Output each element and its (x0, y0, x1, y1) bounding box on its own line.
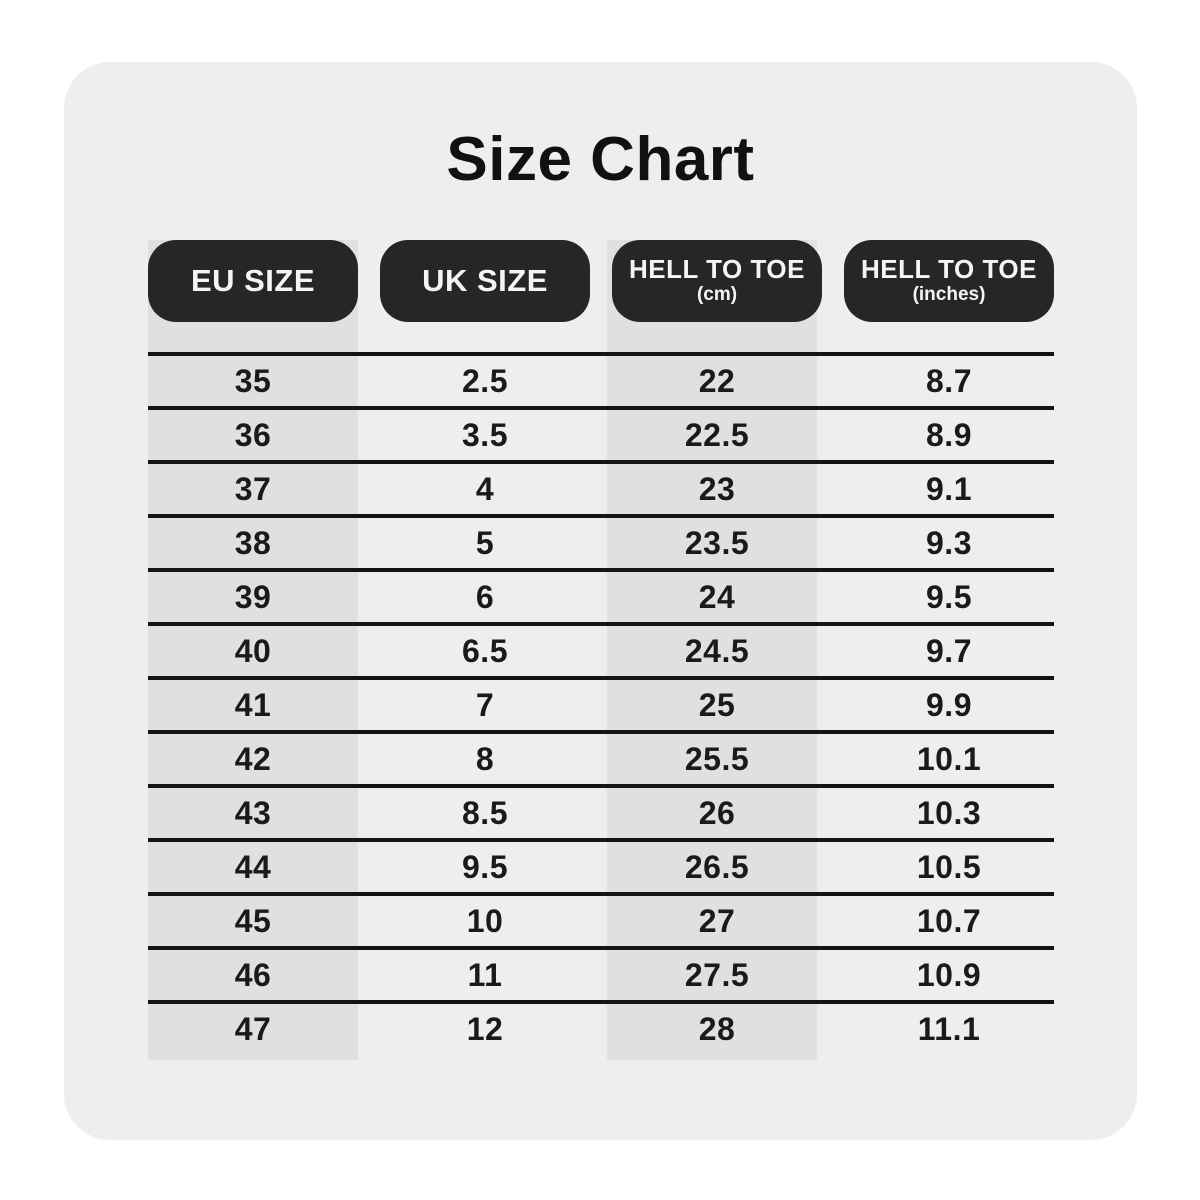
table-cell: 27 (698, 903, 736, 939)
table-cell: 40 (234, 633, 272, 669)
table-cell: 26 (698, 795, 736, 831)
page-title: Size Chart (446, 125, 755, 194)
table-cell: 27.5 (684, 957, 750, 993)
table-cell: 25 (698, 687, 736, 723)
table-cell: 44 (234, 849, 272, 885)
table-cell: 24 (698, 579, 736, 615)
table-cell: 11 (467, 957, 503, 993)
table-cell: 4 (475, 471, 495, 507)
table-cell: 8.7 (926, 363, 972, 399)
column-header-label: EU SIZE (190, 262, 316, 298)
table-cell: 25.5 (684, 741, 750, 777)
table-cell: 8.5 (462, 795, 508, 831)
table-row: 42 8 25.5 10.1 (148, 730, 1054, 784)
table-cell: 10 (466, 903, 504, 939)
table-row: 37 4 23 9.1 (148, 460, 1054, 514)
table-row: 44 9.5 26.5 10.5 (148, 838, 1054, 892)
table-row: 41 7 25 9.9 (148, 676, 1054, 730)
table-cell: 35 (234, 363, 272, 399)
table-body: 35 2.5 22 8.7 36 3.5 22.5 8.9 37 4 23 9.1 38 5 23.5 9.3… (148, 352, 1054, 1054)
column-header-heel-to-toe-cm: HELL TO TOE (cm) (612, 240, 822, 322)
table-row: 43 8.5 26 10.3 (148, 784, 1054, 838)
table-cell: 9.5 (462, 849, 508, 885)
table-cell: 2.5 (462, 363, 508, 399)
table-cell: 37 (234, 471, 272, 507)
table-cell: 42 (234, 741, 272, 777)
table-cell: 22 (698, 363, 736, 399)
column-header-label: UK SIZE (422, 262, 548, 298)
table-cell: 43 (234, 795, 272, 831)
table-cell: 10.3 (916, 795, 982, 831)
table-row: 35 2.5 22 8.7 (148, 352, 1054, 406)
table-cell: 26.5 (684, 849, 750, 885)
table-cell: 9.1 (926, 471, 972, 507)
table-cell: 23 (698, 471, 736, 507)
table-cell: 10.1 (916, 741, 982, 777)
table-cell: 24.5 (684, 633, 750, 669)
table-cell: 22.5 (684, 417, 750, 453)
table-cell: 6.5 (462, 633, 508, 669)
table-cell: 3.5 (462, 417, 508, 453)
table-row: 40 6.5 24.5 9.7 (148, 622, 1054, 676)
table-cell: 9.9 (926, 687, 972, 723)
table-cell: 10.5 (916, 849, 982, 885)
table-cell: 41 (234, 687, 272, 723)
table-cell: 23.5 (684, 525, 750, 561)
table-cell: 10.7 (916, 903, 982, 939)
table-cell: 9.5 (926, 579, 972, 615)
table-cell: 8.9 (926, 417, 972, 453)
table-row: 47 12 28 11.1 (148, 1000, 1054, 1054)
table-cell: 11.1 (917, 1011, 981, 1047)
table-row: 36 3.5 22.5 8.9 (148, 406, 1054, 460)
column-header-heel-to-toe-inches: HELL TO TOE (inches) (844, 240, 1054, 322)
column-stripe-eu-size (148, 240, 358, 1060)
column-header-uk-size: UK SIZE (380, 240, 590, 322)
column-stripe-heel-to-toe-cm (607, 240, 817, 1060)
table-row: 38 5 23.5 9.3 (148, 514, 1054, 568)
table-cell: 36 (234, 417, 272, 453)
table-cell: 39 (234, 579, 272, 615)
size-table: EU SIZE UK SIZE HELL TO TOE (cm) HELL TO TOE… (148, 240, 1054, 1060)
table-header-row: EU SIZE UK SIZE HELL TO TOE (cm) HELL TO TOE… (148, 240, 1054, 322)
column-header-subline: (cm) (696, 283, 738, 305)
table-cell: 9.3 (926, 525, 972, 561)
table-cell: 28 (698, 1011, 736, 1047)
table-row: 39 6 24 9.5 (148, 568, 1054, 622)
table-cell: 45 (234, 903, 272, 939)
table-cell: 9.7 (926, 633, 972, 669)
table-cell: 38 (234, 525, 272, 561)
table-row: 45 10 27 10.7 (148, 892, 1054, 946)
table-cell: 46 (234, 957, 272, 993)
column-header-label: HELL TO TOE (861, 254, 1037, 285)
table-cell: 47 (234, 1011, 272, 1047)
size-chart-card: Size Chart EU SIZE UK SIZE HELL TO TOE (cm)… (64, 62, 1137, 1140)
table-cell: 5 (475, 525, 495, 561)
table-cell: 10.9 (916, 957, 982, 993)
column-header-subline: (inches) (912, 283, 986, 305)
table-cell: 7 (475, 687, 495, 723)
table-row: 46 11 27.5 10.9 (148, 946, 1054, 1000)
table-cell: 6 (475, 579, 495, 615)
column-header-eu-size: EU SIZE (148, 240, 358, 322)
table-cell: 12 (466, 1011, 504, 1047)
table-cell: 8 (475, 741, 495, 777)
column-header-label: HELL TO TOE (629, 254, 805, 285)
